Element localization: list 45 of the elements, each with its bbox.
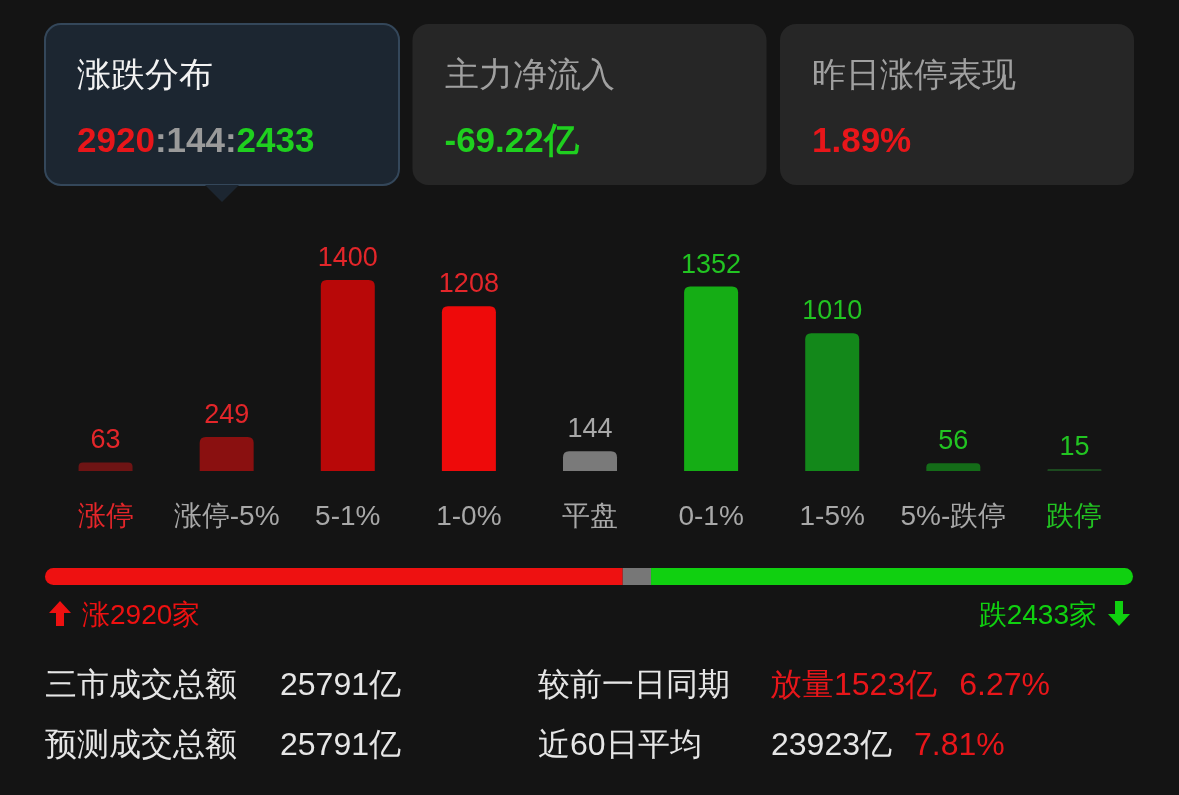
x-tick-label: 5%-跌停 [900,500,1007,531]
text: 涨2920家 [82,599,201,630]
x-tick-label: 跌停 [1046,500,1103,531]
data-label: 249 [204,399,250,430]
text: 2920:144:2433 [77,120,315,159]
text: 预测成交总额 [45,726,237,762]
text: 放量1523亿 [770,666,938,702]
text: 跌2433家 [978,599,1097,630]
text: 25791亿 [280,726,401,762]
data-label: 56 [938,425,969,456]
x-tick-label: 0-1% [678,500,744,531]
x-tick-label: 涨停-5% [173,500,280,531]
text: 25791亿 [280,666,401,702]
x-tick-label: 1-5% [799,500,865,531]
text: 三市成交总额 [45,666,237,702]
data-label: 63 [90,424,121,455]
x-tick-label: 1-0% [436,500,502,531]
bar [1047,468,1102,471]
bar [684,286,739,471]
text: 主力净流入 [444,55,615,93]
data-label: 1400 [317,242,378,272]
bar [320,280,375,471]
x-tick-label: 涨停 [77,500,134,531]
text: 1.89% [812,120,912,159]
data-label: 1352 [681,248,742,279]
bar [78,462,133,471]
x-tick-label: 5-1% [315,500,381,531]
text: 6.27% [959,666,1050,702]
data-label: 1208 [438,268,499,299]
bar [563,451,617,471]
bar [805,333,860,471]
text: 昨日涨停表现 [812,55,1016,93]
data-label: 1010 [802,295,863,326]
text: 近60日平均 [538,726,702,762]
data-label: 15 [1059,430,1090,461]
text: -69.22亿 [444,120,580,159]
text: 较前一日同期 [538,666,730,702]
data-label: 144 [567,413,613,444]
text: 涨跌分布 [77,55,213,93]
bar [441,306,496,471]
text: 23923亿 [771,726,892,762]
x-tick-label: 平盘 [562,500,618,531]
bar [926,463,981,471]
text: 7.81% [913,726,1005,762]
bar [199,437,254,471]
